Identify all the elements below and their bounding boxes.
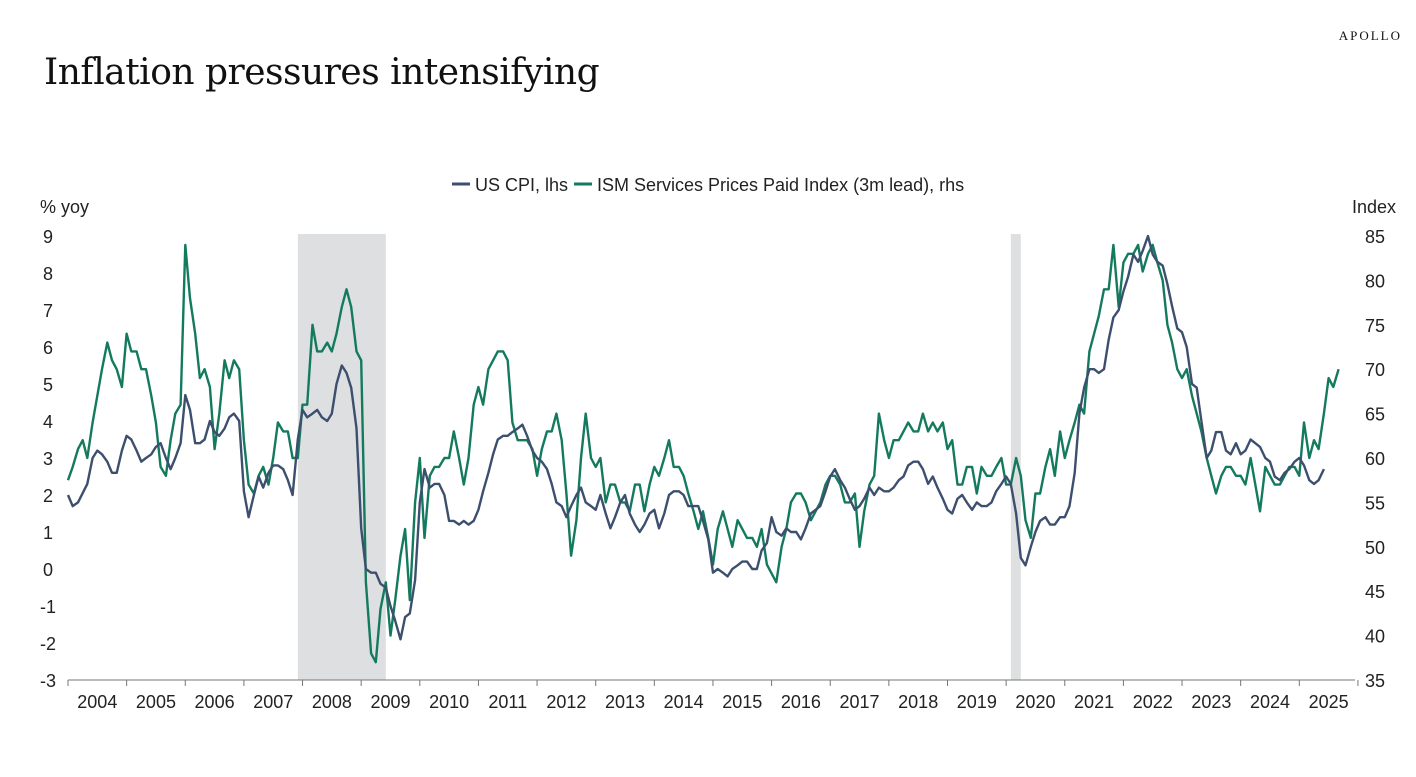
y-left-tick-label: -2 [40, 634, 56, 654]
chart-series [66, 234, 1340, 664]
x-tick-label: 2012 [546, 692, 586, 712]
y-left-tick-label: 9 [43, 227, 53, 247]
x-tick-label: 2023 [1191, 692, 1231, 712]
y-right-tick-label: 35 [1365, 671, 1385, 691]
brand-logo-text: APOLLO [1338, 28, 1402, 43]
y-right-tick-label: 40 [1365, 627, 1385, 647]
x-tick-label: 2006 [195, 692, 235, 712]
y-right-tick-label: 65 [1365, 405, 1385, 425]
x-tick-label: 2008 [312, 692, 352, 712]
x-tick-label: 2004 [77, 692, 117, 712]
y-right-tick-label: 60 [1365, 449, 1385, 469]
page-title: Inflation pressures intensifying [44, 52, 600, 93]
chart-legend: US CPI, lhs ISM Services Prices Paid Ind… [452, 175, 964, 195]
y-right-tick-label: 80 [1365, 271, 1385, 291]
x-tick-label: 2005 [136, 692, 176, 712]
x-tick-label: 2015 [722, 692, 762, 712]
legend-cpi-label: US CPI, lhs [475, 175, 568, 195]
y-right-tick-label: 50 [1365, 538, 1385, 558]
x-tick-label: 2018 [898, 692, 938, 712]
ism-services-prices-line [66, 243, 1340, 664]
x-tick-label: 2007 [253, 692, 293, 712]
chart-axes: 2004 2005 2006 2007 2008 2009 2010 2011 2012 2013… [40, 227, 1385, 712]
y-right-tick-label: 85 [1365, 227, 1385, 247]
y-right-tick-label: 45 [1365, 582, 1385, 602]
y-left-tick-label: 0 [43, 560, 53, 580]
x-tick-label: 2013 [605, 692, 645, 712]
x-tick-label: 2011 [488, 692, 527, 712]
y-left-tick-label: -1 [40, 597, 56, 617]
legend-ism-label: ISM Services Prices Paid Index (3m lead)… [597, 175, 964, 195]
us-cpi-line [66, 234, 1325, 641]
x-tick-label: 2021 [1074, 692, 1114, 712]
recession-band [297, 234, 386, 680]
x-tick-label: 2019 [957, 692, 997, 712]
y-left-tick-label: 2 [43, 486, 53, 506]
x-tick-label: 2014 [664, 692, 704, 712]
y-left-tick-label: 1 [43, 523, 53, 543]
x-tick-label: 2025 [1309, 692, 1349, 712]
recession-shading [297, 234, 1021, 680]
y-left-tick-label: 7 [43, 301, 53, 321]
y-left-tick-label: 4 [43, 412, 53, 432]
x-tick-label: 2010 [429, 692, 469, 712]
y-left-tick-label: 3 [43, 449, 53, 469]
x-tick-label: 2020 [1015, 692, 1055, 712]
y-left-tick-label: -3 [40, 671, 56, 691]
y-left-tick-label: 6 [43, 338, 53, 358]
y-left-tick-label: 5 [43, 375, 53, 395]
y-axis-left-label: % yoy [40, 197, 89, 217]
y-axis-right-label: Index [1352, 197, 1396, 217]
y-right-tick-label: 75 [1365, 316, 1385, 336]
x-tick-label: 2017 [840, 692, 880, 712]
x-tick-label: 2016 [781, 692, 821, 712]
x-tick-label: 2022 [1133, 692, 1173, 712]
y-left-tick-label: 8 [43, 264, 53, 284]
y-right-tick-label: 55 [1365, 493, 1385, 513]
y-right-tick-label: 70 [1365, 360, 1385, 380]
x-tick-label: 2009 [370, 692, 410, 712]
x-tick-label: 2024 [1250, 692, 1290, 712]
